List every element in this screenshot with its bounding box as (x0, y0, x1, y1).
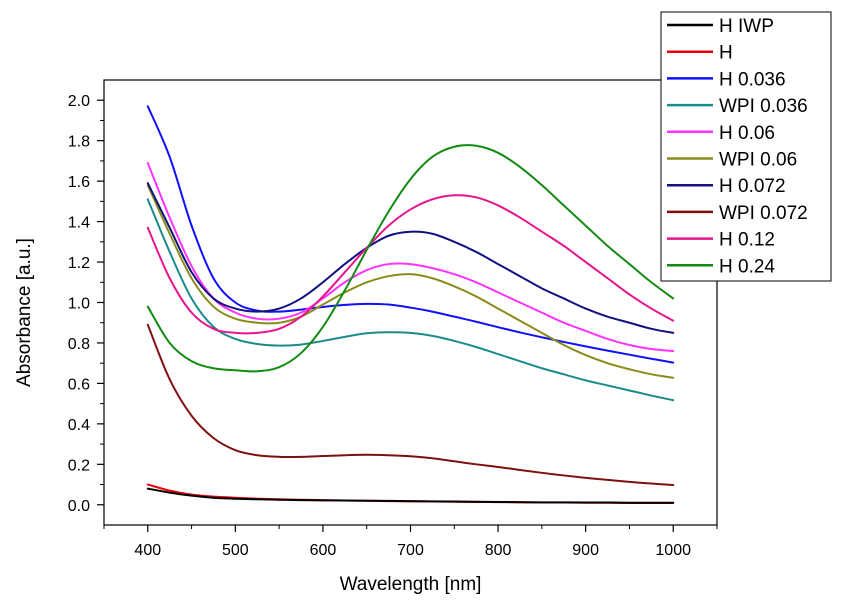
legend-label-h-iwp: H IWP (719, 16, 774, 37)
y-axis-title: Absorbance [a.u.] (14, 238, 35, 387)
x-tick-label: 400 (134, 542, 161, 559)
y-tick-label: 1.0 (68, 296, 90, 313)
legend-label-h: H (719, 43, 733, 64)
x-tick-label: 1000 (655, 542, 691, 559)
x-tick-label: 700 (397, 542, 424, 559)
legend-label-h-0-24: H 0.24 (719, 256, 775, 277)
y-tick-label: 0.2 (68, 457, 90, 474)
series-line-wpi-0-072 (146, 323, 675, 486)
y-tick-label: 0.0 (68, 498, 90, 515)
x-tick-label: 600 (310, 542, 337, 559)
x-axis-title: Wavelength [nm] (340, 574, 482, 595)
y-tick-label: 1.4 (68, 215, 90, 232)
y-tick-label: 0.4 (68, 417, 90, 434)
legend-label-h-0-12: H 0.12 (719, 230, 775, 251)
series-line-h-0-06 (146, 161, 675, 353)
series-line-h-iwp (146, 487, 675, 504)
y-tick-label: 2.0 (68, 93, 90, 110)
legend-box (660, 11, 832, 282)
legend: H IWP H H 0.036 WPI 0.036 H 0.06 WPI 0.06 H 0.… (660, 11, 832, 282)
axis-ticks (97, 99, 718, 532)
legend-label-wpi-0-06: WPI 0.06 (719, 150, 797, 171)
series-layer (146, 105, 675, 504)
legend-label-h-0-072: H 0.072 (719, 176, 786, 197)
legend-label-h-0-06: H 0.06 (719, 123, 775, 144)
series-line-h-0-24 (146, 144, 675, 373)
series-line-wpi-0-036 (146, 198, 675, 402)
y-tick-label: 1.2 (68, 255, 90, 272)
series-line-h-0-12 (146, 194, 675, 335)
legend-label-wpi-0-036: WPI 0.036 (719, 96, 808, 117)
x-tick-label: 500 (222, 542, 249, 559)
y-tick-label: 1.6 (68, 174, 90, 191)
tick-labels: 400 500 600 700 800 900 1000 0.0 0.2 0.4 0.6 0.8 1.0… (68, 93, 691, 559)
y-tick-label: 0.6 (68, 376, 90, 393)
y-tick-label: 0.8 (68, 336, 90, 353)
legend-label-wpi-0-072: WPI 0.072 (719, 203, 808, 224)
x-tick-label: 900 (572, 542, 599, 559)
legend-label-h-0-036: H 0.036 (719, 69, 786, 90)
series-line-h-0-036 (146, 105, 675, 364)
series-line-h-0-072 (146, 182, 675, 334)
series-line-wpi-0-06 (146, 184, 675, 379)
x-tick-label: 800 (485, 542, 512, 559)
y-tick-label: 1.8 (68, 134, 90, 151)
